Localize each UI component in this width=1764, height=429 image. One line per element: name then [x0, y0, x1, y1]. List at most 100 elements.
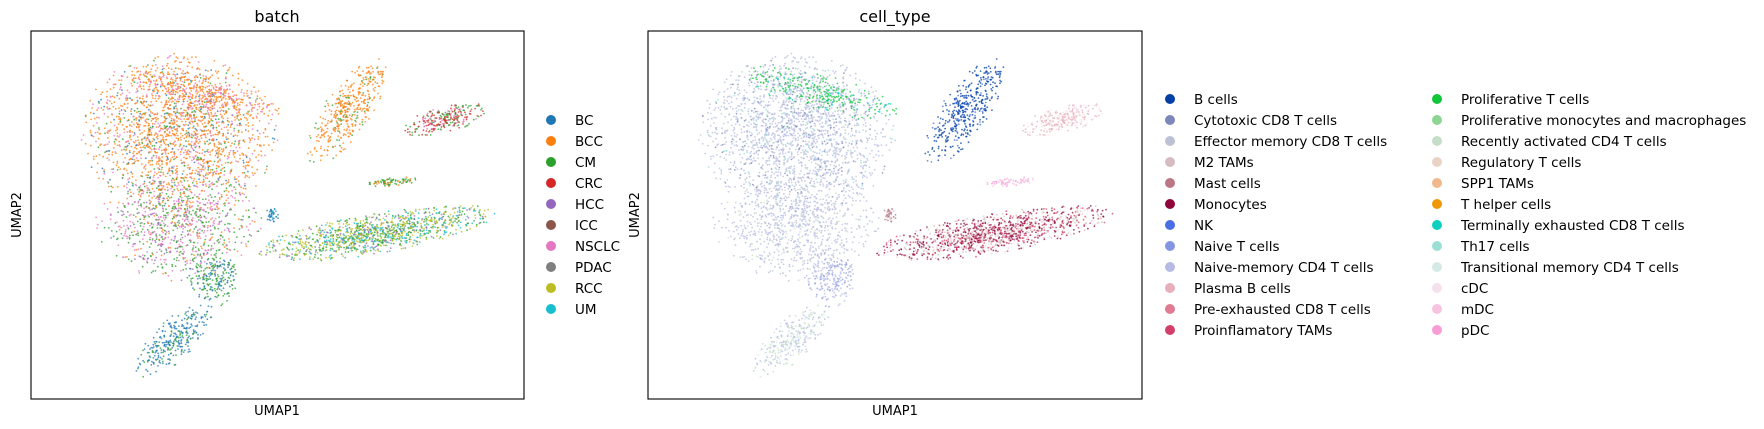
scatter-point: [168, 167, 171, 170]
scatter-point: [182, 253, 185, 256]
scatter-point: [355, 96, 358, 99]
scatter-point: [170, 119, 173, 122]
scatter-point: [207, 129, 210, 132]
scatter-point: [340, 104, 342, 106]
scatter-point: [170, 81, 172, 84]
scatter-point: [225, 146, 228, 149]
scatter-point: [209, 229, 212, 232]
scatter-point: [138, 115, 141, 117]
scatter-point: [155, 204, 157, 207]
scatter-point: [126, 76, 129, 79]
scatter-point: [193, 288, 196, 291]
scatter-point: [226, 263, 229, 266]
scatter-point: [173, 188, 176, 191]
scatter-point: [209, 297, 212, 300]
scatter-point: [360, 100, 363, 103]
scatter-point: [146, 184, 148, 187]
scatter-point: [178, 90, 181, 92]
scatter-point: [216, 296, 218, 299]
scatter-point: [215, 138, 218, 141]
scatter-point: [252, 174, 255, 177]
scatter-point: [222, 279, 225, 282]
scatter-point: [148, 195, 151, 197]
scatter-point: [354, 98, 356, 101]
scatter-point: [191, 205, 194, 208]
scatter-point: [198, 208, 201, 211]
scatter-point: [141, 113, 143, 116]
scatter-point: [126, 183, 128, 186]
scatter-point: [96, 116, 98, 119]
scatter-point: [361, 123, 364, 126]
scatter-point: [349, 105, 352, 107]
scatter-point: [146, 95, 149, 98]
scatter-point: [441, 237, 444, 240]
scatter-point: [207, 284, 210, 287]
scatter-point: [200, 169, 203, 171]
scatter-point: [198, 249, 200, 252]
scatter-point: [362, 236, 365, 239]
scatter-point: [193, 116, 196, 119]
scatter-point: [169, 359, 172, 361]
scatter-point: [252, 106, 255, 109]
scatter-point: [158, 239, 161, 242]
scatter-point: [159, 84, 162, 86]
scatter-point: [220, 153, 223, 156]
scatter-point: [368, 93, 370, 96]
scatter-point: [295, 250, 298, 253]
scatter-point: [156, 251, 158, 254]
scatter-point: [203, 175, 206, 178]
scatter-point: [197, 162, 200, 165]
scatter-point: [372, 88, 375, 90]
scatter-point: [115, 254, 118, 257]
scatter-point: [185, 92, 187, 94]
scatter-point: [118, 136, 120, 138]
scatter-point: [190, 224, 193, 227]
scatter-point: [424, 134, 427, 136]
scatter-point: [229, 162, 232, 165]
scatter-point: [183, 178, 185, 180]
scatter-point: [233, 263, 236, 266]
scatter-point: [215, 291, 218, 294]
scatter-point: [117, 201, 120, 204]
scatter-point: [116, 186, 119, 188]
scatter-point: [144, 147, 147, 149]
scatter-point: [192, 127, 194, 129]
scatter-point: [238, 183, 241, 186]
scatter-point: [193, 84, 196, 87]
scatter-point: [164, 214, 167, 217]
scatter-point: [430, 128, 433, 131]
scatter-point: [237, 72, 240, 75]
scatter-point: [187, 97, 190, 99]
scatter-point: [175, 354, 177, 357]
scatter-point: [165, 103, 168, 105]
scatter-point: [138, 78, 141, 81]
scatter-point: [175, 102, 178, 105]
scatter-point: [188, 204, 191, 207]
scatter-point: [193, 130, 196, 133]
scatter-point: [177, 199, 180, 201]
scatter-point: [194, 111, 197, 113]
scatter-point: [346, 95, 349, 97]
scatter-point: [116, 206, 119, 209]
scatter-point: [231, 189, 234, 192]
scatter-point: [185, 268, 188, 270]
scatter-point: [162, 216, 165, 219]
scatter-point: [199, 89, 202, 92]
scatter-point: [339, 113, 342, 115]
scatter-point: [128, 177, 131, 180]
scatter-point: [186, 322, 189, 324]
scatter-point: [226, 247, 229, 250]
scatter-point: [143, 165, 146, 168]
scatter-point: [181, 319, 183, 322]
scatter-point: [394, 179, 397, 182]
scatter-point: [196, 151, 199, 154]
scatter-point: [190, 108, 193, 110]
scatter-point: [138, 240, 141, 243]
scatter-point: [231, 265, 234, 268]
scatter-point: [196, 242, 199, 244]
scatter-point: [194, 91, 197, 93]
scatter-point: [225, 194, 228, 197]
scatter-point: [183, 317, 186, 320]
scatter-point: [202, 269, 205, 272]
scatter-point: [190, 176, 192, 179]
